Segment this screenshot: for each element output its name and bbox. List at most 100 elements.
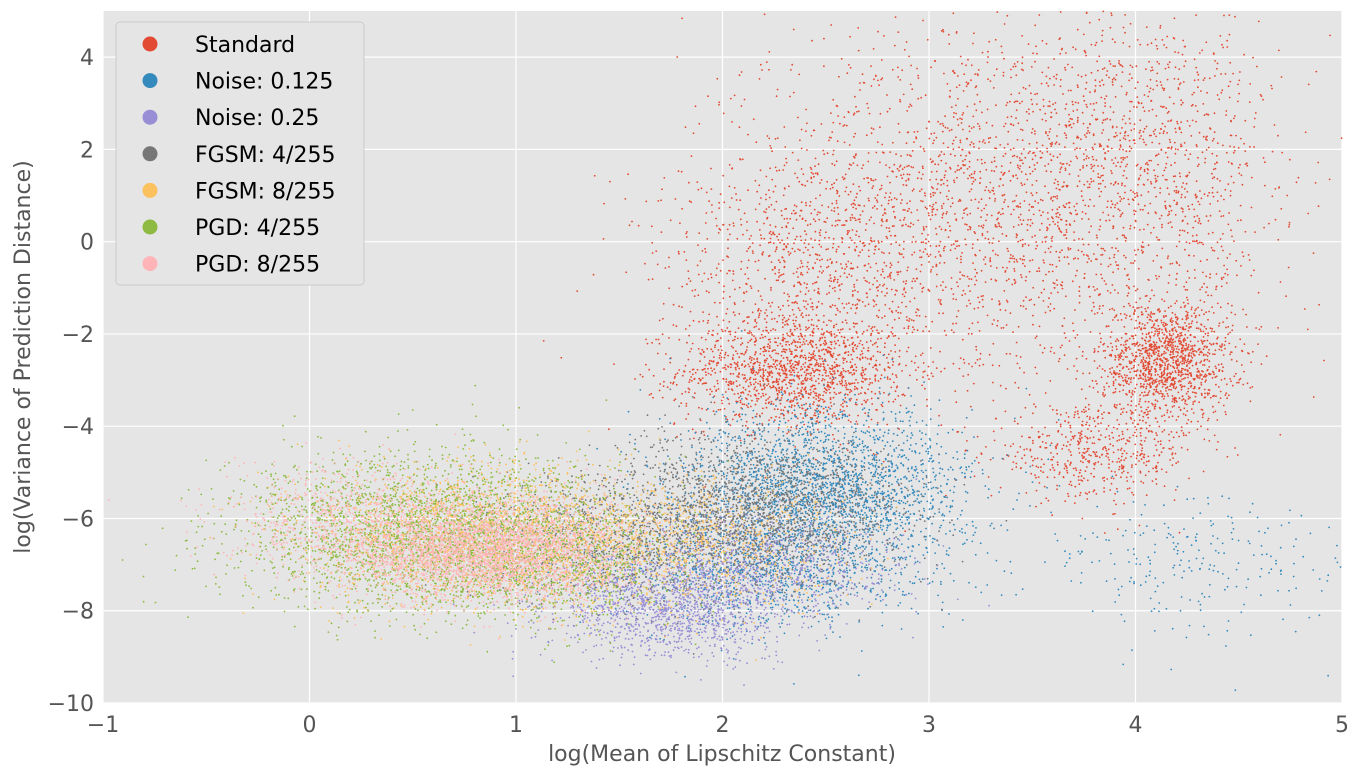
data-point <box>765 399 767 402</box>
data-point <box>1166 346 1169 349</box>
data-point <box>680 402 683 404</box>
data-point <box>782 348 785 351</box>
data-point <box>1128 79 1130 82</box>
data-point <box>1070 454 1073 456</box>
data-point <box>857 27 860 29</box>
data-point <box>729 373 732 375</box>
data-point <box>1038 209 1041 212</box>
data-point <box>1245 313 1247 316</box>
data-point <box>981 111 983 114</box>
data-point <box>1123 115 1125 117</box>
data-point <box>897 271 900 274</box>
data-point <box>944 126 947 129</box>
data-point <box>1149 335 1152 338</box>
data-point <box>791 332 794 335</box>
data-point <box>782 357 785 359</box>
data-point <box>641 375 644 378</box>
data-point <box>818 399 821 402</box>
data-point <box>1158 355 1161 358</box>
data-point <box>1101 417 1104 420</box>
data-point <box>1172 361 1175 364</box>
data-point <box>1130 411 1133 413</box>
data-point <box>899 270 902 273</box>
data-point <box>816 213 819 216</box>
data-point <box>1188 477 1190 480</box>
data-point <box>1174 313 1177 316</box>
data-point <box>949 167 952 170</box>
data-point <box>1182 339 1185 341</box>
data-point <box>980 453 983 455</box>
data-point <box>855 398 858 401</box>
data-point <box>841 302 844 305</box>
data-point <box>934 227 937 230</box>
data-point <box>815 361 818 364</box>
data-point <box>1052 220 1055 223</box>
data-point <box>1203 301 1206 303</box>
data-point <box>743 319 746 322</box>
data-point <box>840 404 842 406</box>
data-point <box>716 382 719 385</box>
data-point <box>703 434 706 436</box>
data-point <box>1031 236 1034 238</box>
data-point <box>1113 512 1116 515</box>
data-point <box>1152 226 1155 229</box>
data-point <box>754 386 757 389</box>
data-point <box>839 311 841 313</box>
data-point <box>1216 302 1219 305</box>
data-point <box>930 66 932 69</box>
data-point <box>1175 350 1177 353</box>
data-point <box>1113 499 1115 502</box>
data-point <box>921 173 924 176</box>
data-point <box>942 142 945 145</box>
data-point <box>1155 483 1158 485</box>
data-point <box>1141 344 1144 347</box>
data-point <box>1101 413 1103 415</box>
data-point <box>1253 269 1255 272</box>
data-point <box>1161 122 1164 125</box>
data-point <box>1111 431 1113 434</box>
data-point <box>1118 466 1121 468</box>
data-point <box>1058 471 1061 474</box>
data-point <box>946 179 949 182</box>
data-point <box>888 107 891 110</box>
data-point <box>905 184 908 187</box>
data-point <box>754 403 757 406</box>
data-point <box>867 426 870 428</box>
data-point <box>850 353 853 356</box>
data-point <box>1034 200 1037 203</box>
data-point <box>1058 357 1061 360</box>
data-point <box>1128 278 1130 281</box>
data-point <box>992 381 994 384</box>
data-point <box>1187 376 1189 379</box>
data-point <box>1215 367 1218 370</box>
data-point <box>834 336 836 339</box>
data-point <box>1125 333 1128 335</box>
data-point <box>837 354 839 357</box>
data-point <box>876 294 879 297</box>
data-point <box>724 364 727 366</box>
data-point <box>774 386 777 389</box>
data-point <box>1242 255 1245 258</box>
data-point <box>985 219 987 222</box>
data-point <box>962 375 965 377</box>
data-point <box>967 373 970 376</box>
data-point <box>1070 439 1072 441</box>
data-point <box>1112 380 1115 383</box>
data-point <box>998 225 1001 228</box>
data-point <box>688 334 690 337</box>
data-point <box>1048 137 1051 140</box>
data-point <box>1158 382 1161 385</box>
data-point <box>833 387 835 390</box>
data-point <box>1172 386 1175 389</box>
data-point <box>725 378 728 381</box>
data-point <box>1021 100 1023 103</box>
data-point <box>1004 122 1007 125</box>
data-point <box>1166 409 1169 412</box>
data-point <box>1252 56 1254 59</box>
data-point <box>811 334 814 337</box>
data-point <box>1153 347 1156 350</box>
data-point <box>975 109 978 112</box>
data-point <box>1108 219 1111 222</box>
data-point <box>663 368 665 370</box>
data-point <box>1118 369 1121 372</box>
